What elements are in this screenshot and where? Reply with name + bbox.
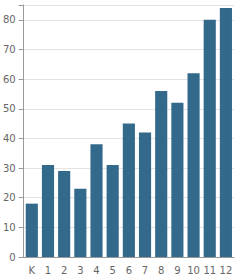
svg-text:0: 0 — [9, 252, 15, 263]
svg-text:3: 3 — [77, 265, 83, 276]
svg-text:12: 12 — [220, 265, 233, 276]
svg-text:11: 11 — [203, 265, 216, 276]
svg-text:40: 40 — [3, 133, 16, 144]
svg-text:10: 10 — [187, 265, 200, 276]
svg-text:6: 6 — [126, 265, 132, 276]
svg-text:50: 50 — [3, 103, 16, 114]
svg-text:80: 80 — [3, 14, 16, 25]
svg-text:4: 4 — [93, 265, 99, 276]
svg-text:30: 30 — [3, 163, 16, 174]
svg-text:2: 2 — [61, 265, 67, 276]
svg-text:7: 7 — [142, 265, 148, 276]
svg-text:8: 8 — [158, 265, 164, 276]
svg-text:9: 9 — [174, 265, 180, 276]
svg-text:20: 20 — [3, 192, 16, 203]
svg-text:K: K — [29, 265, 36, 276]
svg-text:10: 10 — [3, 222, 16, 233]
svg-text:5: 5 — [109, 265, 115, 276]
svg-text:70: 70 — [3, 44, 16, 55]
svg-text:60: 60 — [3, 74, 16, 85]
svg-text:1: 1 — [45, 265, 51, 276]
